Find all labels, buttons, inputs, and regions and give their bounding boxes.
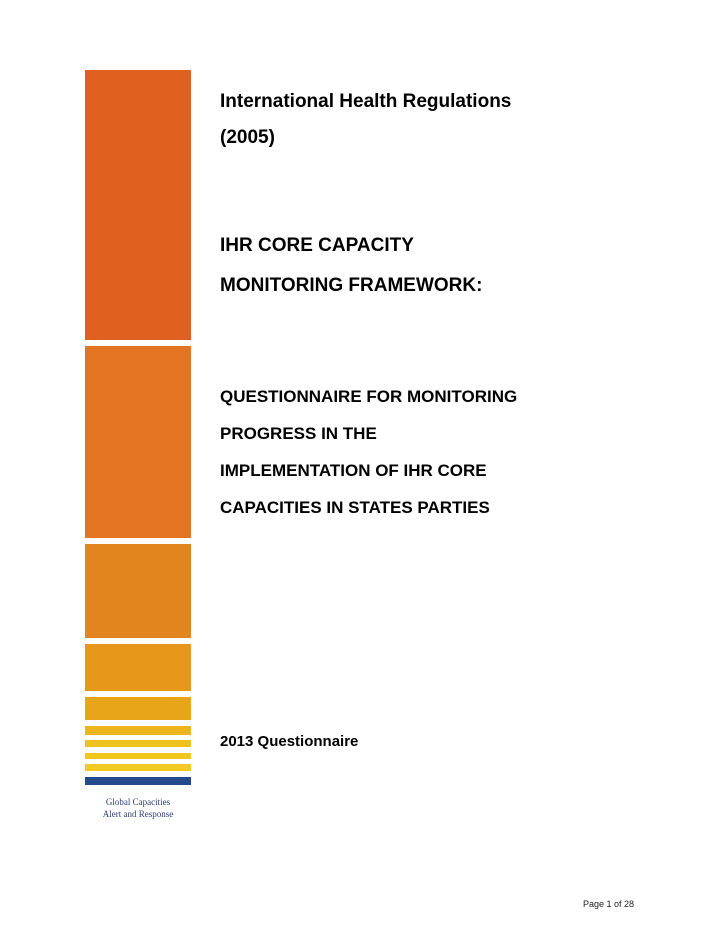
color-bar-7: [85, 740, 191, 747]
color-bar-3: [85, 544, 191, 638]
framework-line-2: MONITORING FRAMEWORK:: [220, 275, 483, 296]
color-bar-navy: [85, 777, 191, 785]
color-bar-2: [85, 346, 191, 538]
color-bar-1: [85, 70, 191, 340]
questionnaire-line-4: CAPACITIES IN STATES PARTIES: [220, 498, 490, 517]
page-number: Page 1 of 28: [582, 899, 634, 909]
color-bar-8: [85, 753, 191, 759]
color-bar-5: [85, 697, 191, 720]
color-bar-9: [85, 764, 191, 771]
questionnaire-line-1: QUESTIONNAIRE FOR MONITORING: [220, 387, 518, 406]
org-label-line-1: Global Capacities: [105, 797, 171, 807]
document-title: International Health Regulations (2005): [220, 84, 511, 156]
title-line-2: (2005): [220, 127, 275, 148]
color-bar-4: [85, 644, 191, 691]
organization-label: Global Capacities Alert and Response: [85, 796, 191, 820]
questionnaire-line-3: IMPLEMENTATION OF IHR CORE: [220, 461, 487, 480]
year-label: 2013 Questionnaire: [220, 733, 359, 750]
framework-line-1: IHR CORE CAPACITY: [220, 235, 414, 256]
framework-heading: IHR CORE CAPACITY MONITORING FRAMEWORK:: [220, 226, 482, 306]
title-line-1: International Health Regulations: [220, 91, 512, 112]
org-label-line-2: Alert and Response: [102, 809, 174, 819]
color-bar-6: [85, 726, 191, 735]
questionnaire-heading: QUESTIONNAIRE FOR MONITORING PROGRESS IN…: [220, 378, 517, 526]
questionnaire-line-2: PROGRESS IN THE: [220, 424, 377, 443]
